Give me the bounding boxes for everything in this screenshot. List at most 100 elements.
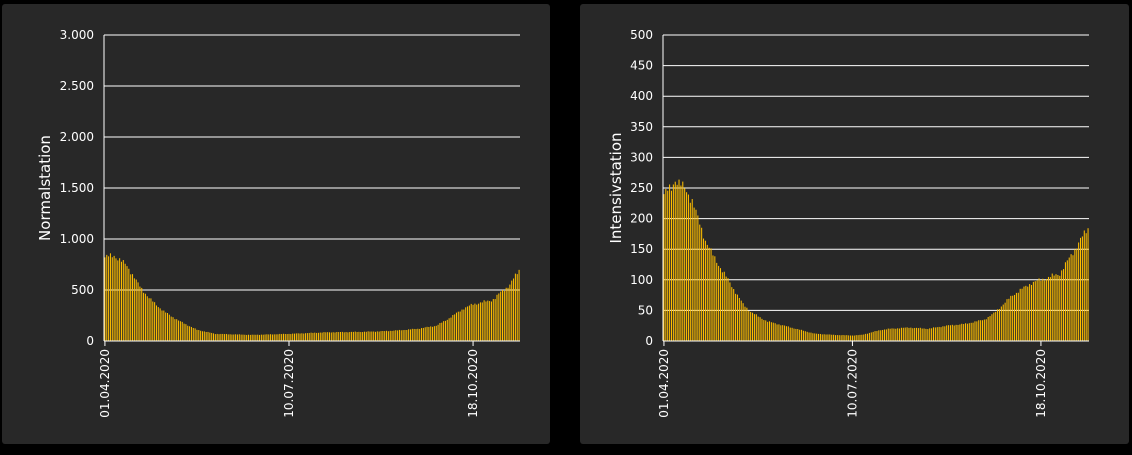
bar <box>816 333 818 341</box>
bar <box>194 328 196 341</box>
bar <box>965 323 967 341</box>
bar <box>708 247 710 341</box>
bar <box>729 282 731 341</box>
bar <box>380 331 382 341</box>
bar <box>502 289 504 341</box>
bar <box>509 284 511 341</box>
bar <box>122 260 124 341</box>
bar <box>753 314 755 341</box>
bar <box>448 318 450 341</box>
bar <box>1040 280 1042 341</box>
bar <box>132 274 134 341</box>
bar <box>923 328 925 341</box>
bar <box>757 316 759 341</box>
bar <box>1085 233 1087 341</box>
bar <box>109 253 111 341</box>
bar <box>511 280 513 341</box>
bar <box>455 312 458 341</box>
bar <box>203 331 205 341</box>
bar <box>295 333 297 341</box>
bar <box>452 315 454 341</box>
bar <box>365 331 367 341</box>
bar <box>498 293 500 341</box>
y-tick-label: 500 <box>71 283 94 297</box>
bar <box>1004 302 1006 341</box>
bar <box>953 325 955 341</box>
bar <box>844 335 846 341</box>
x-tick-label: 10.07.2020 <box>282 349 296 418</box>
bar <box>255 334 257 341</box>
y-tick-label: 3.000 <box>60 28 94 42</box>
bar <box>128 268 130 341</box>
bar <box>457 311 459 341</box>
bar <box>670 190 673 341</box>
bar <box>1061 270 1063 341</box>
bar <box>113 255 115 341</box>
bar <box>395 330 397 341</box>
bar <box>393 330 395 341</box>
bar <box>472 304 474 341</box>
bar <box>327 332 329 341</box>
bar <box>787 326 789 341</box>
bar <box>998 309 1000 341</box>
x-tick-label: 18.10.2020 <box>1034 349 1048 418</box>
bar <box>995 311 997 341</box>
bar <box>827 334 829 341</box>
bar <box>951 324 953 341</box>
bar <box>686 192 688 341</box>
bar <box>850 335 852 341</box>
bar <box>220 333 222 341</box>
bar <box>279 333 281 341</box>
bar <box>262 334 264 341</box>
bar <box>463 309 465 341</box>
bar <box>338 332 340 341</box>
bar <box>275 334 277 341</box>
bar <box>959 324 961 341</box>
bar <box>406 330 408 341</box>
bar <box>900 327 902 341</box>
bar <box>288 333 290 341</box>
bar <box>948 325 950 341</box>
bar <box>124 263 126 341</box>
bar <box>776 324 778 341</box>
bar <box>351 331 353 341</box>
bar <box>910 327 912 341</box>
bar <box>853 335 855 341</box>
bar <box>874 331 876 341</box>
bar <box>503 290 505 341</box>
bar <box>415 329 417 341</box>
bar <box>887 328 889 341</box>
bar <box>825 334 827 341</box>
y-axis-label: Normalstation <box>36 135 54 241</box>
bar <box>1012 295 1014 341</box>
bar <box>352 331 354 341</box>
bar <box>282 333 284 341</box>
bar <box>421 328 423 341</box>
bar <box>929 328 931 341</box>
bar <box>150 298 152 341</box>
bar <box>883 329 886 341</box>
bar <box>942 326 944 341</box>
bar <box>229 334 231 341</box>
bar <box>371 331 373 341</box>
bar <box>181 321 183 341</box>
bar <box>761 318 763 341</box>
bar <box>444 320 446 341</box>
y-tick-label: 350 <box>630 120 653 134</box>
bar <box>384 331 386 341</box>
bar <box>378 331 380 341</box>
bar <box>799 329 801 341</box>
bar <box>161 310 163 341</box>
bar <box>974 321 976 341</box>
bar <box>408 329 410 341</box>
y-tick-label: 450 <box>630 59 653 73</box>
bar <box>376 331 378 341</box>
bar <box>246 334 248 341</box>
bar <box>793 328 795 341</box>
bar <box>834 335 836 341</box>
bar <box>362 332 364 341</box>
bar <box>1023 286 1025 341</box>
bar <box>404 329 406 341</box>
bar <box>710 248 712 341</box>
bar <box>340 331 342 341</box>
